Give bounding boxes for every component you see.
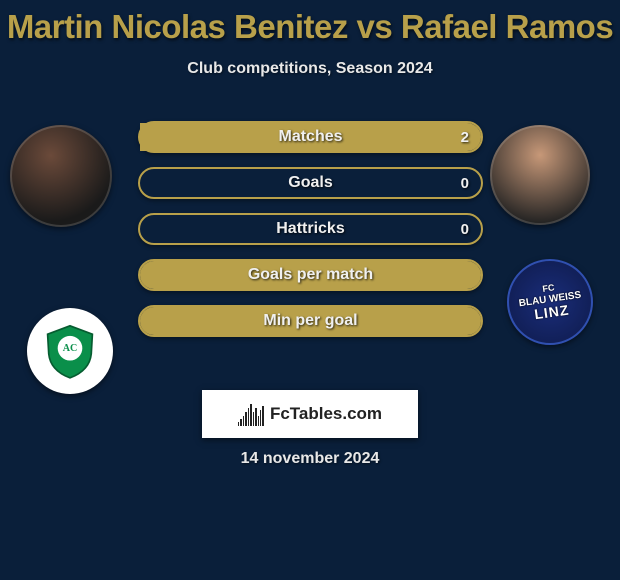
chart-bar	[250, 404, 251, 426]
stat-label: Goals per match	[248, 266, 373, 284]
stat-value-right: 0	[461, 215, 469, 243]
player-2-avatar	[490, 125, 590, 225]
stat-label: Matches	[278, 128, 342, 146]
chart-bar	[248, 408, 249, 426]
page-subtitle: Club competitions, Season 2024	[0, 60, 620, 78]
chart-bar	[255, 408, 256, 426]
comparison-bars: 2 Matches 0 Goals 0 Hattricks Goals per match M…	[138, 121, 483, 351]
chart-bar	[245, 412, 246, 426]
stat-value-right: 0	[461, 169, 469, 197]
stat-label: Hattricks	[276, 220, 344, 238]
stat-pill-mpg: Min per goal	[138, 305, 483, 337]
chart-bar	[238, 422, 239, 426]
shield-icon: AC	[42, 323, 98, 379]
club-2-text: FC BLAU WEISS LINZ	[516, 280, 583, 325]
club-2-badge: FC BLAU WEISS LINZ	[507, 259, 593, 345]
stat-pill-gpm: Goals per match	[138, 259, 483, 291]
stat-pill-matches: 2 Matches	[138, 121, 483, 153]
club-1-badge: AC	[27, 308, 113, 394]
watermark-text: FcTables.com	[270, 404, 382, 424]
player-1-avatar	[10, 125, 112, 227]
watermark: FcTables.com	[202, 390, 418, 438]
stat-label: Min per goal	[263, 312, 357, 330]
stat-pill-goals: 0 Goals	[138, 167, 483, 199]
chart-bar	[243, 416, 244, 426]
stat-label: Goals	[288, 174, 332, 192]
chart-bar	[253, 412, 254, 426]
svg-text:AC: AC	[63, 343, 78, 354]
stat-pill-hattricks: 0 Hattricks	[138, 213, 483, 245]
chart-bar	[258, 416, 259, 426]
chart-bar	[262, 406, 263, 426]
stat-value-right: 2	[461, 123, 469, 151]
page-title: Martin Nicolas Benitez vs Rafael Ramos	[0, 8, 620, 46]
date-label: 14 november 2024	[0, 450, 620, 468]
chart-bar	[260, 410, 261, 426]
chart-icon	[238, 402, 264, 426]
chart-bar	[240, 419, 241, 426]
header: Martin Nicolas Benitez vs Rafael Ramos C…	[0, 0, 620, 78]
